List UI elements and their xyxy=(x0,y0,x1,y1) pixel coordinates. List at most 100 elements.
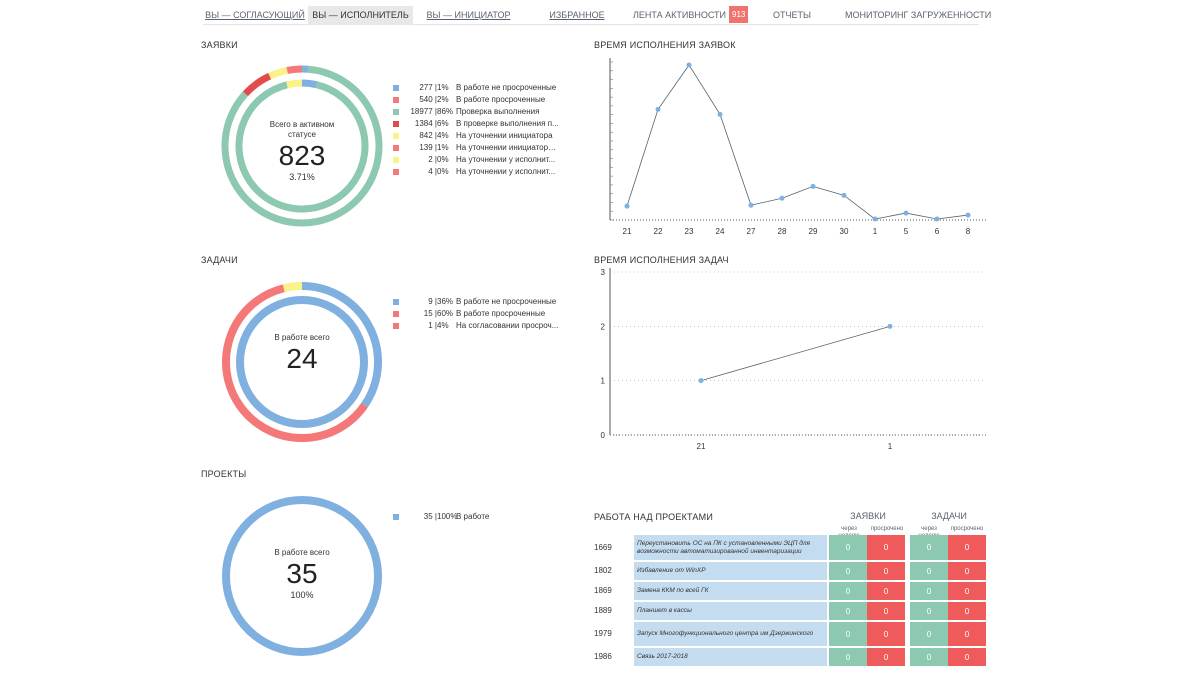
due-next-week-cell[interactable]: 0 xyxy=(829,602,867,620)
requests-chart-point[interactable] xyxy=(624,203,630,209)
requests-chart-point[interactable] xyxy=(686,62,692,68)
tab-initiator[interactable]: ВЫ — ИНИЦИАТОР xyxy=(421,6,516,25)
requests-inner-segment-1[interactable] xyxy=(235,81,369,213)
tasks-legend-item[interactable]: 9 | 36% В работе не просроченные xyxy=(393,296,563,308)
tab-favorites[interactable]: ИЗБРАННОЕ xyxy=(541,6,613,25)
requests-chart-point[interactable] xyxy=(841,192,847,198)
project-row[interactable]: 1889 Планшет в кассы 0 0 0 0 xyxy=(594,602,990,620)
tasks-legend-item[interactable]: 1 | 4% На согласовании просроч... xyxy=(393,320,563,332)
due-next-week-cell[interactable]: 0 xyxy=(910,535,948,560)
project-work-title: РАБОТА НАД ПРОЕКТАМИ xyxy=(594,512,713,522)
overdue-cell[interactable]: 0 xyxy=(948,562,986,580)
overdue-cell[interactable]: 0 xyxy=(948,648,986,666)
tab-approver[interactable]: ВЫ — СОГЛАСУЮЩИЙ xyxy=(203,6,307,25)
requests-chart-point[interactable] xyxy=(965,212,971,218)
project-name[interactable]: Избавление от WinXP xyxy=(634,562,827,580)
requests-outer-segment-1[interactable] xyxy=(221,65,383,227)
due-next-week-cell[interactable]: 0 xyxy=(910,562,948,580)
requests-legend-item[interactable]: 18977 | 86% Проверка выполнения xyxy=(393,106,563,118)
overdue-cell[interactable]: 0 xyxy=(948,535,986,560)
subheader-requests-overdue: просрочено xyxy=(870,526,904,532)
requests-inner-segment-2[interactable] xyxy=(286,79,303,89)
due-next-week-cell[interactable]: 0 xyxy=(910,602,948,620)
tasks-chart-point[interactable] xyxy=(698,378,704,384)
legend-swatch xyxy=(393,157,399,163)
tasks-inner-segment-0[interactable] xyxy=(236,296,368,428)
overdue-cell[interactable]: 0 xyxy=(867,622,905,646)
overdue-cell[interactable]: 0 xyxy=(948,582,986,600)
legend-percent: 4% xyxy=(437,131,449,140)
project-row[interactable]: 1979 Запуск Многофункционального центра и… xyxy=(594,622,990,646)
project-row[interactable]: 1669 Переустановить ОС на ПК с установлен… xyxy=(594,535,990,560)
tab-reports[interactable]: ОТЧЕТЫ xyxy=(769,6,815,25)
tasks-outer-segment-1[interactable] xyxy=(222,284,368,442)
overdue-cell[interactable]: 0 xyxy=(867,602,905,620)
tab-workload-label: МОНИТОРИНГ ЗАГРУЖЕННОСТИ xyxy=(845,10,992,20)
tasks-outer-segment-2[interactable] xyxy=(282,282,303,293)
top-nav: ВЫ — СОГЛАСУЮЩИЙ ВЫ — ИСПОЛНИТЕЛЬ ВЫ — И… xyxy=(203,6,991,25)
requests-chart-point[interactable] xyxy=(748,202,754,208)
projects-legend: 35 | 100% В работе xyxy=(393,511,563,523)
overdue-cell[interactable]: 0 xyxy=(867,535,905,560)
legend-count: 540 | xyxy=(419,95,437,104)
due-next-week-cell[interactable]: 0 xyxy=(829,535,867,560)
project-row[interactable]: 1869 Замена ККМ по всей ГК 0 0 0 0 xyxy=(594,582,990,600)
project-name[interactable]: Планшет в кассы xyxy=(634,602,827,620)
requests-legend-item[interactable]: 1384 | 6% В проверке выполнения п... xyxy=(393,118,563,130)
requests-legend-item[interactable]: 139 | 1% На уточнении инициатора... xyxy=(393,142,563,154)
requests-legend-item[interactable]: 4 | 0% На уточнении у исполнит... xyxy=(393,166,563,178)
tab-workload-monitor[interactable]: МОНИТОРИНГ ЗАГРУЖЕННОСТИ xyxy=(845,6,991,25)
project-row[interactable]: 1986 Связь 2017-2018 0 0 0 0 xyxy=(594,648,990,666)
tasks-chart-y-tick-label: 1 xyxy=(601,377,606,386)
tasks-chart-point[interactable] xyxy=(887,323,893,329)
requests-chart-point[interactable] xyxy=(934,216,940,222)
requests-legend-item[interactable]: 277 | 1% В работе не просроченные xyxy=(393,82,563,94)
requests-outer-segment-3[interactable] xyxy=(268,67,288,80)
legend-percent: 100% xyxy=(437,512,458,521)
project-name[interactable]: Связь 2017-2018 xyxy=(634,648,827,666)
project-name[interactable]: Замена ККМ по всей ГК xyxy=(634,582,827,600)
overdue-cell[interactable]: 0 xyxy=(867,582,905,600)
project-name[interactable]: Запуск Многофункционального центра им Дз… xyxy=(634,622,827,646)
due-next-week-cell[interactable]: 0 xyxy=(829,562,867,580)
requests-donut xyxy=(221,65,383,227)
overdue-cell[interactable]: 0 xyxy=(867,562,905,580)
tasks-legend-item[interactable]: 15 | 60% В работе просроченные xyxy=(393,308,563,320)
requests-chart-point[interactable] xyxy=(810,183,816,189)
requests-outer-segment-2[interactable] xyxy=(242,72,272,97)
overdue-cell[interactable]: 0 xyxy=(867,648,905,666)
requests-legend-item[interactable]: 2 | 0% На уточнении у исполнит... xyxy=(393,154,563,166)
due-next-week-cell[interactable]: 0 xyxy=(910,622,948,646)
requests-chart-point[interactable] xyxy=(779,195,785,201)
requests-chart-point[interactable] xyxy=(655,106,661,112)
project-name[interactable]: Переустановить ОС на ПК с установленными… xyxy=(634,535,827,560)
activity-count-badge: 913 xyxy=(729,6,749,23)
tab-executor[interactable]: ВЫ — ИСПОЛНИТЕЛЬ xyxy=(308,6,413,25)
legend-swatch xyxy=(393,133,399,139)
projects-legend-item[interactable]: 35 | 100% В работе xyxy=(393,511,563,523)
requests-legend-item[interactable]: 842 | 4% На уточнении инициатора xyxy=(393,130,563,142)
overdue-cell[interactable]: 0 xyxy=(948,622,986,646)
due-next-week-cell[interactable]: 0 xyxy=(829,582,867,600)
requests-chart-point[interactable] xyxy=(717,111,723,117)
due-next-week-cell[interactable]: 0 xyxy=(829,648,867,666)
tab-initiator-label: ВЫ — ИНИЦИАТОР xyxy=(426,10,511,20)
projects-center-value: 35 xyxy=(286,558,318,589)
requests-chart-point[interactable] xyxy=(872,216,878,222)
requests-inner-segment-0[interactable] xyxy=(301,79,318,89)
requests-outer-segment-4[interactable] xyxy=(286,65,303,74)
project-row[interactable]: 1802 Избавление от WinXP 0 0 0 0 xyxy=(594,562,990,580)
due-next-week-cell[interactable]: 0 xyxy=(829,622,867,646)
requests-center-value: 823 xyxy=(278,140,326,171)
due-next-week-cell[interactable]: 0 xyxy=(910,582,948,600)
tab-activity-feed[interactable]: ЛЕНТА АКТИВНОСТИ 913 xyxy=(633,6,749,25)
requests-chart-point[interactable] xyxy=(903,210,909,216)
projects-center-pct: 100% xyxy=(290,590,314,600)
projects-ring-segment-0[interactable] xyxy=(222,496,382,656)
requests-legend-item[interactable]: 540 | 2% В работе просроченные xyxy=(393,94,563,106)
tasks-outer-segment-0[interactable] xyxy=(301,282,382,408)
due-next-week-cell[interactable]: 0 xyxy=(910,648,948,666)
tasks-legend: 9 | 36% В работе не просроченные 15 | 60% В р… xyxy=(393,296,563,332)
legend-count: 277 | xyxy=(419,83,437,92)
overdue-cell[interactable]: 0 xyxy=(948,602,986,620)
